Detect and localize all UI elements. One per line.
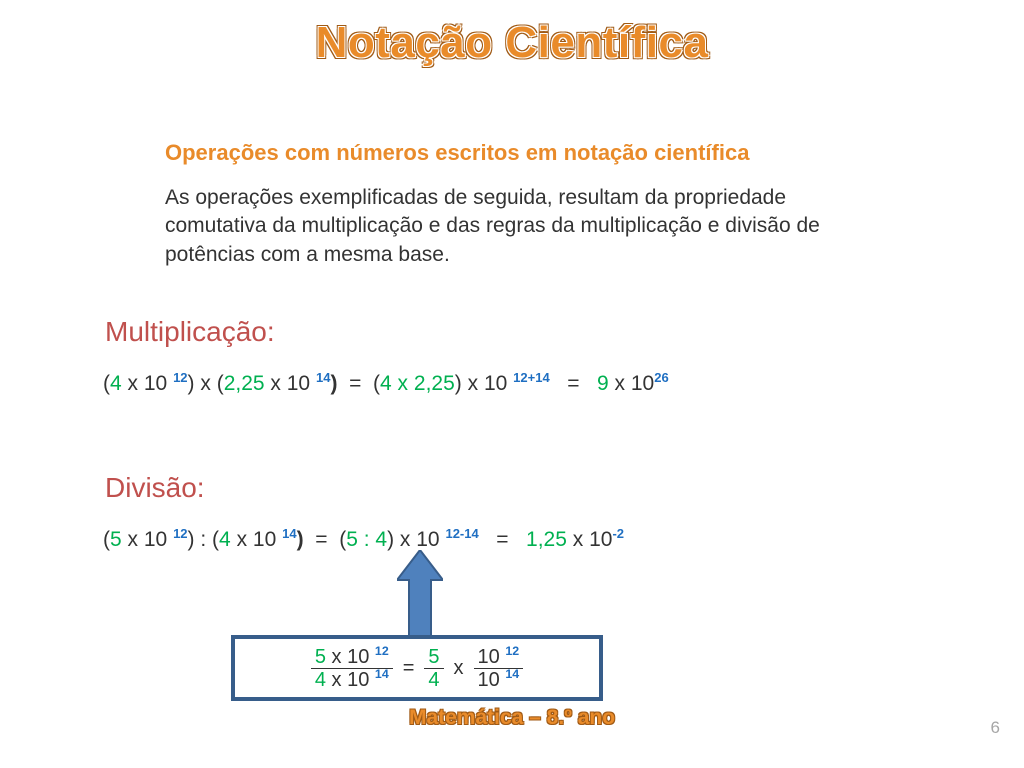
div-quotient: 5 : 4 [346,528,387,551]
div-a-exp: 12 [173,526,187,541]
div-result-coef: 1,25 [526,528,567,551]
times-sign: x [444,657,474,680]
div-b: 4 [219,528,231,551]
fraction-power: 10 12 10 14 [474,646,524,691]
mul-exp-sum: 12+14 [513,370,550,385]
intro-paragraph: As operações exemplificadas de seguida, … [165,184,865,269]
sub-heading: Operações com números escritos em notaçã… [165,140,749,166]
div-b-exp: 14 [282,526,296,541]
mul-b-exp: 14 [316,370,330,385]
mul-product: 4 x 2,25 [380,372,455,395]
mul-b: 2,25 [224,372,265,395]
div-a: 5 [110,528,122,551]
page-title: Notação Científica [0,18,1024,68]
multiplication-equation: (4 x 10 12) x (2,25 x 10 14) = (4 x 2,25… [103,372,669,396]
section-multiplication-label: Multiplicação: [105,316,275,348]
div-exp-diff: 12-14 [445,526,478,541]
fraction-coeff: 5 4 [424,646,443,691]
page-number: 6 [991,718,1000,738]
section-division-label: Divisão: [105,472,205,504]
fraction-annotation-box: 5 x 10 12 4 x 10 14 = 5 4 x 10 12 10 14 [231,635,603,701]
up-arrow-icon [397,550,443,640]
footer-label: Matemática – 8.º ano [0,706,1024,730]
mul-a-exp: 12 [173,370,187,385]
mul-a: 4 [110,372,122,395]
mul-result-exp: 26 [654,370,668,385]
mul-result-coef: 9 [597,372,609,395]
equals-sign: = [393,657,425,680]
div-result-exp: -2 [612,526,624,541]
fraction-combined: 5 x 10 12 4 x 10 14 [311,646,393,691]
division-equation: (5 x 10 12) : (4 x 10 14) = (5 : 4) x 10… [103,528,624,552]
